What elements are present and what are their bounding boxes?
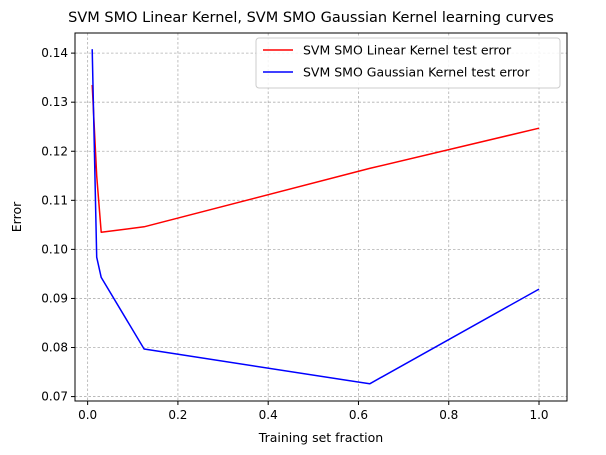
y-tick-label: 0.08	[41, 341, 68, 355]
x-axis: 0.0 0.2 0.4 0.6 0.8 1.0	[78, 401, 549, 422]
x-tick-label: 0.4	[259, 408, 278, 422]
x-tick-label: 1.0	[529, 408, 548, 422]
y-tick-label: 0.09	[41, 291, 68, 305]
legend-box	[255, 37, 561, 89]
grid-lines	[75, 33, 567, 401]
y-tick-label: 0.12	[41, 144, 68, 158]
plot-frame	[74, 32, 568, 402]
legend-label-2: SVM SMO Gaussian Kernel test error	[303, 65, 530, 80]
x-tick-label: 0.8	[439, 408, 458, 422]
chart-title: SVM SMO Linear Kernel, SVM SMO Gaussian …	[68, 10, 554, 26]
x-tick-label: 0.0	[78, 408, 97, 422]
series-lines	[91, 49, 540, 385]
y-tick-label: 0.13	[41, 95, 68, 109]
y-axis-label: Error	[9, 201, 24, 232]
legend: SVM SMO Linear Kernel test error SVM SMO …	[255, 37, 561, 89]
y-tick-label: 0.07	[41, 390, 68, 404]
y-axis: 0.07 0.08 0.09 0.10 0.11 0.12 0.13 0.14	[41, 46, 75, 404]
x-tick-label: 0.2	[168, 408, 187, 422]
series-line-1	[91, 84, 540, 233]
y-tick-label: 0.14	[41, 46, 68, 60]
x-axis-label: Training set fraction	[258, 430, 383, 445]
x-tick-label: 0.6	[349, 408, 368, 422]
legend-label-1: SVM SMO Linear Kernel test error	[303, 43, 512, 58]
y-tick-label: 0.11	[41, 193, 68, 207]
series-line-2	[91, 49, 540, 385]
y-tick-label: 0.10	[41, 242, 68, 256]
